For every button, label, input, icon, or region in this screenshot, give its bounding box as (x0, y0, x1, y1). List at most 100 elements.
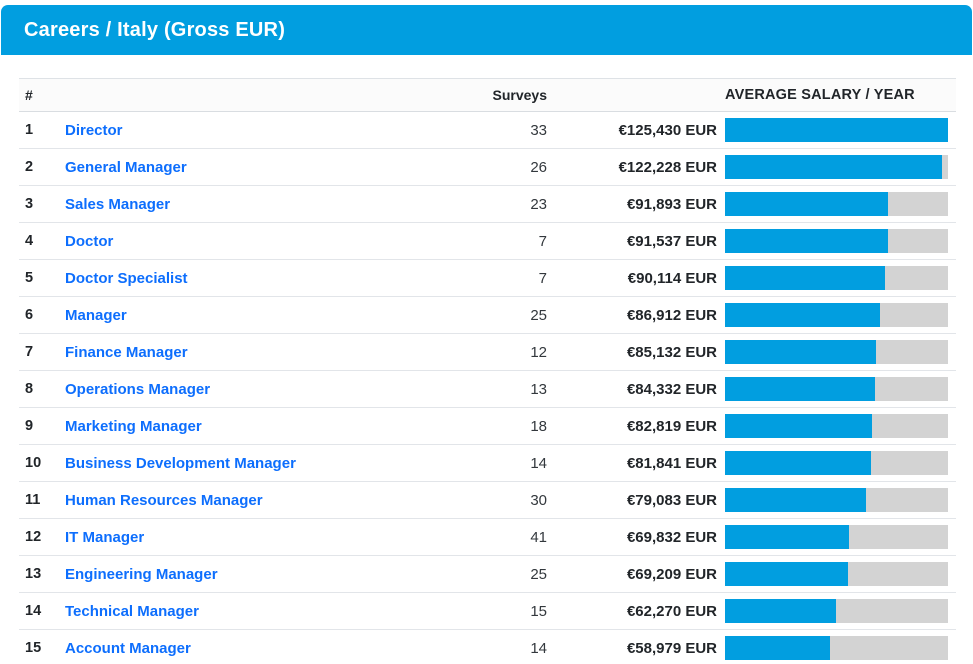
rank-number: 6 (19, 296, 65, 334)
salary-bar-fill (725, 155, 943, 179)
table-row: 12 IT Manager 41 €69,832 EUR (19, 518, 956, 556)
career-cell: Operations Manager (65, 370, 455, 408)
table-row: 8 Operations Manager 13 €84,332 EUR (19, 370, 956, 408)
surveys-count: 41 (455, 518, 553, 556)
salary-bar-fill (725, 303, 880, 327)
salary-bar-track (725, 451, 948, 475)
salary-value: €122,228 EUR (553, 148, 725, 186)
table-row: 14 Technical Manager 15 €62,270 EUR (19, 592, 956, 630)
salary-value: €81,841 EUR (553, 444, 725, 482)
career-cell: Human Resources Manager (65, 481, 455, 519)
salary-value: €62,270 EUR (553, 592, 725, 630)
salary-bar-track (725, 192, 948, 216)
salary-bar-cell (725, 296, 956, 334)
header-rank: # (19, 78, 65, 112)
career-link[interactable]: Finance Manager (65, 343, 188, 361)
rank-number: 12 (19, 518, 65, 556)
career-link[interactable]: IT Manager (65, 528, 145, 546)
careers-salary-table: # Surveys AVERAGE SALARY / YEAR 1 Direct… (19, 78, 956, 664)
table-header-row: # Surveys AVERAGE SALARY / YEAR (19, 78, 956, 112)
salary-bar-track (725, 266, 948, 290)
rank-number: 4 (19, 222, 65, 260)
salary-bar-fill (725, 192, 889, 216)
table-row: 15 Account Manager 14 €58,979 EUR (19, 629, 956, 664)
salary-bar-cell (725, 111, 956, 149)
career-cell: Manager (65, 296, 455, 334)
salary-bar-track (725, 488, 948, 512)
surveys-count: 12 (455, 333, 553, 371)
salary-value: €69,832 EUR (553, 518, 725, 556)
table-row: 6 Manager 25 €86,912 EUR (19, 296, 956, 334)
rank-number: 3 (19, 185, 65, 223)
salary-value: €79,083 EUR (553, 481, 725, 519)
career-link[interactable]: Engineering Manager (65, 565, 218, 583)
career-link[interactable]: Doctor Specialist (65, 269, 188, 287)
table-row: 3 Sales Manager 23 €91,893 EUR (19, 185, 956, 223)
salary-bar-cell (725, 185, 956, 223)
career-link[interactable]: Business Development Manager (65, 454, 296, 472)
salary-value: €91,893 EUR (553, 185, 725, 223)
career-cell: Director (65, 111, 455, 149)
salary-value: €85,132 EUR (553, 333, 725, 371)
career-link[interactable]: Manager (65, 306, 127, 324)
rank-number: 5 (19, 259, 65, 297)
table-row: 2 General Manager 26 €122,228 EUR (19, 148, 956, 186)
career-cell: Business Development Manager (65, 444, 455, 482)
rank-number: 14 (19, 592, 65, 630)
career-link[interactable]: Operations Manager (65, 380, 211, 398)
surveys-count: 26 (455, 148, 553, 186)
surveys-count: 7 (455, 259, 553, 297)
salary-bar-cell (725, 259, 956, 297)
salary-value: €86,912 EUR (553, 296, 725, 334)
career-link[interactable]: Human Resources Manager (65, 491, 263, 509)
salary-value: €91,537 EUR (553, 222, 725, 260)
header-career (65, 78, 455, 112)
salary-bar-fill (725, 488, 866, 512)
career-link[interactable]: Account Manager (65, 639, 191, 657)
salary-bar-fill (725, 599, 836, 623)
salary-bar-fill (725, 229, 888, 253)
page-title-bar: Careers / Italy (Gross EUR) (1, 5, 972, 55)
career-link[interactable]: Director (65, 121, 123, 139)
rank-number: 9 (19, 407, 65, 445)
header-surveys: Surveys (455, 78, 553, 112)
rank-number: 11 (19, 481, 65, 519)
career-link[interactable]: Sales Manager (65, 195, 171, 213)
salary-bar-fill (725, 525, 850, 549)
surveys-count: 13 (455, 370, 553, 408)
salary-value: €84,332 EUR (553, 370, 725, 408)
salary-bar-track (725, 414, 948, 438)
rank-number: 2 (19, 148, 65, 186)
career-cell: Engineering Manager (65, 555, 455, 593)
career-cell: Sales Manager (65, 185, 455, 223)
surveys-count: 14 (455, 629, 553, 664)
salary-bar-fill (725, 118, 948, 142)
career-link[interactable]: Technical Manager (65, 602, 199, 620)
salary-bar-cell (725, 222, 956, 260)
salary-bar-cell (725, 518, 956, 556)
salary-bar-track (725, 525, 948, 549)
salary-bar-track (725, 155, 948, 179)
salary-bar-cell (725, 148, 956, 186)
career-link[interactable]: General Manager (65, 158, 187, 176)
salary-bar-track (725, 377, 948, 401)
header-average-salary: AVERAGE SALARY / YEAR (725, 78, 956, 112)
career-cell: Doctor (65, 222, 455, 260)
salary-bar-cell (725, 444, 956, 482)
salary-bar-cell (725, 370, 956, 408)
salary-bar-track (725, 303, 948, 327)
rank-number: 15 (19, 629, 65, 664)
salary-bar-track (725, 229, 948, 253)
salary-bar-cell (725, 333, 956, 371)
salary-bar-fill (725, 636, 830, 660)
career-link[interactable]: Marketing Manager (65, 417, 202, 435)
table-row: 1 Director 33 €125,430 EUR (19, 111, 956, 149)
surveys-count: 15 (455, 592, 553, 630)
career-link[interactable]: Doctor (65, 232, 114, 250)
table-row: 4 Doctor 7 €91,537 EUR (19, 222, 956, 260)
career-cell: IT Manager (65, 518, 455, 556)
rank-number: 10 (19, 444, 65, 482)
career-cell: Account Manager (65, 629, 455, 664)
salary-bar-cell (725, 629, 956, 664)
salary-bar-fill (725, 377, 875, 401)
